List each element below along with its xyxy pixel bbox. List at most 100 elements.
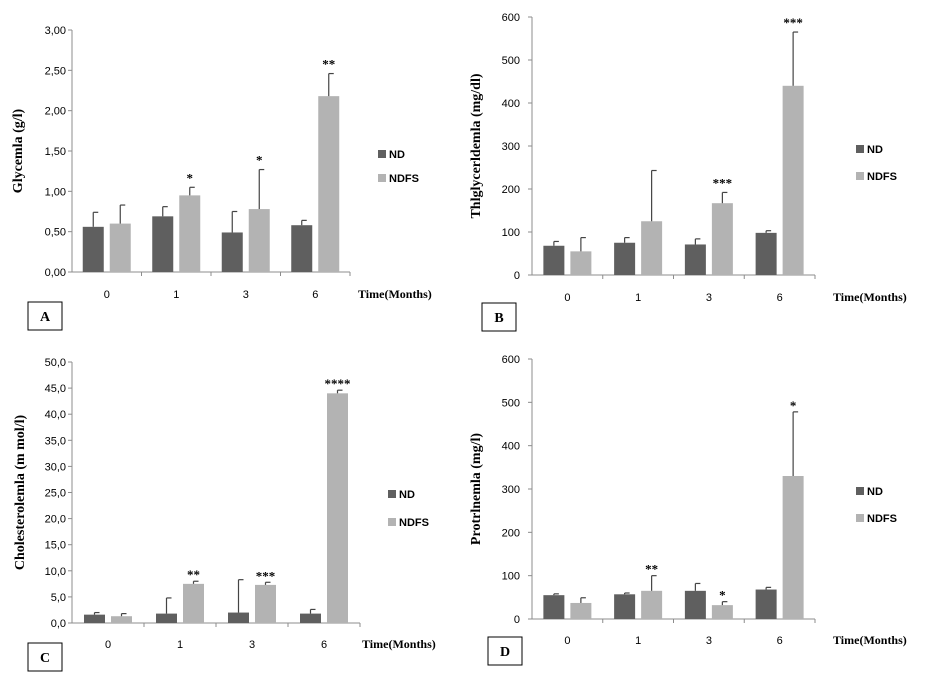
bar-nd [152, 216, 174, 272]
panel-a: 0,00 0,50 1,00 1,50 2,00 2,50 3,00 0 1 * 3 * 6 ** Glyc… [11, 25, 432, 331]
bar-ndfs [641, 221, 663, 275]
y-tick-label: 100 [502, 571, 520, 583]
significance-marker: *** [783, 15, 803, 30]
x-tick-label: 1 [635, 292, 641, 304]
significance-marker: * [790, 398, 797, 413]
y-axis-label: Thlglycerldemla (mg/dl) [469, 73, 484, 218]
legend-swatch-ndfs [856, 514, 864, 522]
bar-nd [82, 226, 104, 272]
legend-label-ndfs: NDFS [867, 171, 897, 183]
bar-ndfs [782, 476, 804, 619]
x-tick-label: 3 [249, 639, 255, 651]
y-tick-label: 1,00 [45, 186, 66, 198]
panel-label-box [27, 301, 63, 331]
panel-c: 0,0 5,0 10,0 15,0 20,0 25,0 30,0 35,0 40,0 45,0 50… [13, 357, 436, 672]
x-tick-label: 6 [777, 635, 783, 647]
y-tick-label: 2,50 [45, 65, 66, 77]
y-tick-label: 400 [502, 441, 520, 453]
bar-ndfs [109, 223, 131, 272]
bar-nd [156, 613, 177, 623]
bar-ndfs [570, 251, 592, 275]
bar-ndfs [711, 605, 733, 619]
bar-nd [543, 245, 565, 275]
y-tick-label: 25,0 [45, 488, 66, 500]
y-tick-label: 200 [502, 527, 520, 539]
x-tick-label: 0 [105, 639, 111, 651]
legend-swatch-nd [388, 490, 396, 498]
panel-label: B [494, 311, 503, 326]
x-tick-label: 0 [564, 292, 570, 304]
x-tick-label: 6 [321, 639, 327, 651]
legend-label-ndfs: NDFS [389, 173, 419, 185]
legend-label-nd: ND [867, 486, 883, 498]
x-tick-label: 0 [564, 635, 570, 647]
legend-label-nd: ND [399, 489, 415, 501]
bar-ndfs [111, 616, 132, 623]
significance-marker: * [719, 588, 726, 603]
bar-ndfs [641, 590, 663, 619]
legend-swatch-nd [856, 487, 864, 495]
panel-label: C [40, 651, 50, 666]
bar-nd [755, 589, 777, 619]
significance-marker: * [187, 170, 194, 185]
legend-swatch-ndfs [378, 174, 386, 182]
bar-nd [614, 594, 636, 619]
x-tick-label: 3 [243, 289, 249, 301]
panel-d: 0 100 200 300 400 500 600 0 1 ** 3 * 6 * Protrlnemla (… [469, 354, 907, 666]
y-tick-label: 20,0 [45, 514, 66, 526]
x-tick-label: 3 [706, 292, 712, 304]
y-tick-label: 15,0 [45, 540, 66, 552]
x-tick-label: 1 [173, 289, 179, 301]
y-tick-label: 35,0 [45, 435, 66, 447]
bar-nd [300, 613, 321, 623]
y-tick-label: 600 [502, 354, 520, 366]
significance-marker: ** [187, 567, 200, 582]
y-tick-label: 300 [502, 141, 520, 153]
bar-nd [228, 612, 249, 623]
bar-nd [684, 590, 706, 619]
bar-ndfs [179, 195, 201, 272]
bar-ndfs [570, 602, 592, 619]
y-tick-label: 40,0 [45, 409, 66, 421]
y-tick-label: 300 [502, 484, 520, 496]
x-axis-label: Time(Months) [833, 633, 907, 647]
y-tick-label: 1,50 [45, 146, 66, 158]
x-tick-label: 3 [706, 635, 712, 647]
x-axis-label: Time(Months) [833, 290, 907, 304]
legend-label-nd: ND [867, 144, 883, 156]
bar-nd [543, 595, 565, 619]
y-tick-label: 500 [502, 55, 520, 67]
bar-ndfs [255, 584, 276, 623]
bar-ndfs [183, 583, 204, 623]
significance-marker: **** [325, 376, 351, 391]
y-tick-label: 2,00 [45, 106, 66, 118]
y-tick-label: 0 [514, 614, 520, 626]
y-axis-label: Cholesterolemla (m mol/l) [13, 415, 28, 571]
legend-label-ndfs: NDFS [867, 513, 897, 525]
legend-swatch-nd [856, 145, 864, 153]
bar-ndfs [711, 203, 733, 275]
x-tick-label: 1 [635, 635, 641, 647]
x-axis-label: Time(Months) [362, 637, 436, 651]
y-tick-label: 0,50 [45, 227, 66, 239]
legend-label-nd: ND [389, 149, 405, 161]
panel-label: A [40, 310, 51, 325]
significance-marker: ** [645, 562, 658, 577]
y-tick-label: 45,0 [45, 383, 66, 395]
x-tick-label: 6 [312, 289, 318, 301]
panel-label-box [487, 636, 523, 666]
y-tick-label: 200 [502, 184, 520, 196]
bar-ndfs [782, 85, 804, 275]
x-tick-label: 1 [177, 639, 183, 651]
significance-marker: *** [713, 175, 733, 190]
bar-ndfs [318, 96, 340, 272]
significance-marker: *** [256, 568, 276, 583]
y-tick-label: 500 [502, 397, 520, 409]
bar-nd [291, 225, 313, 272]
legend-swatch-nd [378, 150, 386, 158]
y-tick-label: 3,00 [45, 25, 66, 37]
x-axis-label: Time(Months) [358, 287, 432, 301]
bar-nd [755, 232, 777, 275]
y-tick-label: 100 [502, 227, 520, 239]
